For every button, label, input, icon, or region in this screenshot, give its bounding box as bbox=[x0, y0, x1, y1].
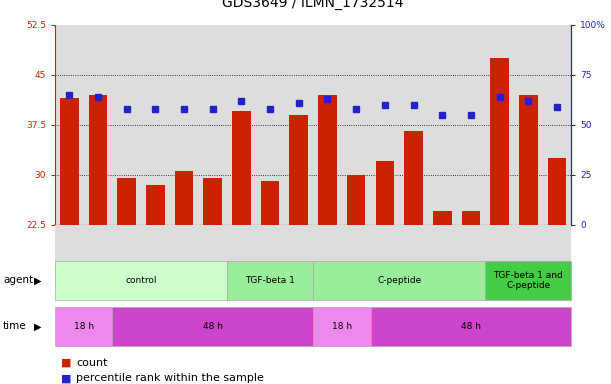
Bar bbox=[543, 25, 571, 225]
Text: ■: ■ bbox=[61, 358, 71, 368]
Bar bbox=[89, 95, 108, 225]
Bar bbox=[514, 225, 543, 288]
Text: count: count bbox=[76, 358, 108, 368]
Text: 18 h: 18 h bbox=[332, 322, 352, 331]
Bar bbox=[290, 115, 308, 225]
Text: time: time bbox=[3, 321, 27, 331]
Bar bbox=[485, 25, 514, 225]
Bar bbox=[404, 131, 423, 225]
Bar bbox=[232, 111, 251, 225]
Text: GDS3649 / ILMN_1732514: GDS3649 / ILMN_1732514 bbox=[222, 0, 404, 10]
Bar bbox=[170, 225, 199, 288]
Bar bbox=[55, 25, 84, 225]
Text: ■: ■ bbox=[61, 373, 71, 383]
Bar bbox=[199, 225, 227, 288]
Text: TGF-beta 1 and
C-peptide: TGF-beta 1 and C-peptide bbox=[494, 271, 563, 290]
Bar bbox=[485, 225, 514, 288]
Bar bbox=[84, 225, 112, 288]
Bar bbox=[199, 25, 227, 225]
Bar bbox=[112, 25, 141, 225]
Bar bbox=[141, 225, 170, 288]
Bar bbox=[203, 178, 222, 225]
Bar bbox=[313, 225, 342, 288]
Bar bbox=[428, 225, 456, 288]
Bar bbox=[318, 95, 337, 225]
Bar bbox=[313, 261, 485, 300]
Bar bbox=[456, 225, 485, 288]
Text: 18 h: 18 h bbox=[73, 322, 93, 331]
Text: ▶: ▶ bbox=[34, 275, 42, 285]
Text: TGF-beta 1: TGF-beta 1 bbox=[245, 276, 295, 285]
Bar bbox=[313, 307, 370, 346]
Bar bbox=[347, 175, 365, 225]
Bar bbox=[141, 25, 170, 225]
Bar bbox=[519, 95, 538, 225]
Bar bbox=[60, 98, 79, 225]
Bar bbox=[55, 261, 227, 300]
Bar bbox=[428, 25, 456, 225]
Bar bbox=[170, 25, 199, 225]
Bar bbox=[433, 211, 452, 225]
Bar bbox=[256, 225, 285, 288]
Bar bbox=[461, 211, 480, 225]
Bar bbox=[370, 25, 399, 225]
Bar bbox=[514, 25, 543, 225]
Text: 48 h: 48 h bbox=[461, 322, 481, 331]
Bar bbox=[285, 25, 313, 225]
Bar bbox=[227, 25, 256, 225]
Text: 48 h: 48 h bbox=[203, 322, 223, 331]
Bar bbox=[112, 307, 313, 346]
Bar bbox=[342, 225, 370, 288]
Bar bbox=[227, 225, 256, 288]
Bar bbox=[313, 25, 342, 225]
Bar bbox=[146, 185, 165, 225]
Bar bbox=[117, 178, 136, 225]
Text: control: control bbox=[125, 276, 157, 285]
Bar bbox=[547, 158, 566, 225]
Bar bbox=[175, 171, 194, 225]
Bar bbox=[55, 307, 112, 346]
Bar bbox=[370, 307, 571, 346]
Bar bbox=[376, 161, 394, 225]
Bar bbox=[342, 25, 370, 225]
Bar bbox=[490, 58, 509, 225]
Bar bbox=[543, 225, 571, 288]
Bar bbox=[370, 225, 399, 288]
Text: C-peptide: C-peptide bbox=[377, 276, 422, 285]
Bar bbox=[261, 181, 279, 225]
Bar bbox=[84, 25, 112, 225]
Text: percentile rank within the sample: percentile rank within the sample bbox=[76, 373, 264, 383]
Bar bbox=[399, 225, 428, 288]
Bar bbox=[256, 25, 285, 225]
Text: ▶: ▶ bbox=[34, 321, 42, 331]
Bar bbox=[55, 225, 84, 288]
Bar bbox=[399, 25, 428, 225]
Bar bbox=[227, 261, 313, 300]
Bar bbox=[456, 25, 485, 225]
Text: agent: agent bbox=[3, 275, 33, 285]
Bar bbox=[112, 225, 141, 288]
Bar bbox=[485, 261, 571, 300]
Bar bbox=[285, 225, 313, 288]
